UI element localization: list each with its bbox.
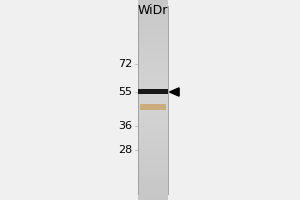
Bar bbox=[138, 47, 168, 50]
Bar bbox=[138, 165, 168, 168]
Bar bbox=[138, 58, 168, 60]
Bar bbox=[138, 40, 168, 43]
Bar bbox=[138, 158, 168, 160]
Bar bbox=[138, 2, 168, 5]
Bar bbox=[138, 12, 168, 15]
Bar bbox=[138, 120, 168, 122]
Bar bbox=[138, 135, 168, 138]
Bar bbox=[138, 138, 168, 140]
Bar bbox=[138, 62, 168, 65]
Bar bbox=[140, 104, 166, 110]
Bar bbox=[138, 75, 168, 77]
Bar bbox=[138, 95, 168, 98]
Bar bbox=[138, 85, 168, 88]
Bar bbox=[138, 52, 168, 55]
Bar bbox=[138, 178, 168, 180]
Bar bbox=[138, 160, 168, 162]
Bar bbox=[138, 192, 168, 195]
Bar bbox=[138, 100, 168, 102]
Bar bbox=[138, 10, 168, 12]
Bar bbox=[138, 20, 168, 22]
Bar bbox=[138, 162, 168, 165]
Text: 28: 28 bbox=[118, 145, 132, 155]
Bar bbox=[138, 182, 168, 185]
Bar bbox=[138, 140, 168, 142]
Bar bbox=[138, 198, 168, 200]
Bar bbox=[138, 27, 168, 30]
Bar bbox=[138, 30, 168, 32]
Bar bbox=[138, 82, 168, 85]
Bar bbox=[138, 45, 168, 47]
Bar bbox=[138, 155, 168, 158]
Bar bbox=[138, 60, 168, 62]
Bar bbox=[138, 122, 168, 125]
Bar bbox=[138, 115, 168, 117]
Bar bbox=[138, 180, 168, 182]
Bar bbox=[138, 73, 168, 75]
Text: 36: 36 bbox=[118, 121, 132, 131]
Bar bbox=[138, 70, 168, 73]
Text: 55: 55 bbox=[118, 87, 132, 97]
Bar bbox=[138, 142, 168, 145]
Bar bbox=[138, 110, 168, 112]
Bar bbox=[138, 89, 168, 94]
Bar bbox=[138, 190, 168, 192]
Bar bbox=[138, 43, 168, 45]
Bar bbox=[138, 38, 168, 40]
Bar bbox=[138, 32, 168, 35]
Bar bbox=[138, 65, 168, 68]
Bar bbox=[138, 15, 168, 18]
Bar bbox=[138, 22, 168, 25]
Bar bbox=[138, 102, 168, 105]
Bar bbox=[138, 0, 168, 2]
Bar bbox=[138, 152, 168, 155]
Bar bbox=[138, 77, 168, 80]
Bar bbox=[138, 105, 168, 108]
Bar bbox=[138, 128, 168, 130]
Bar bbox=[138, 112, 168, 115]
Bar bbox=[138, 125, 168, 128]
Bar bbox=[138, 90, 168, 92]
Bar bbox=[138, 92, 168, 95]
Bar bbox=[138, 185, 168, 188]
Bar bbox=[138, 25, 168, 27]
Bar bbox=[138, 98, 168, 100]
Bar bbox=[138, 68, 168, 70]
Bar bbox=[138, 108, 168, 110]
Bar bbox=[138, 88, 168, 90]
Bar bbox=[138, 5, 168, 7]
Bar bbox=[138, 172, 168, 175]
Bar bbox=[138, 145, 168, 148]
Bar bbox=[138, 170, 168, 172]
Bar bbox=[138, 195, 168, 198]
Polygon shape bbox=[169, 88, 179, 96]
Bar bbox=[138, 55, 168, 58]
Bar bbox=[138, 7, 168, 10]
Bar bbox=[138, 168, 168, 170]
Bar bbox=[138, 118, 168, 120]
Text: 72: 72 bbox=[118, 59, 132, 69]
Bar bbox=[138, 130, 168, 132]
Bar bbox=[138, 148, 168, 150]
Bar bbox=[138, 132, 168, 135]
Bar bbox=[138, 80, 168, 82]
Bar bbox=[138, 188, 168, 190]
Bar bbox=[138, 175, 168, 178]
Bar bbox=[138, 35, 168, 38]
Bar bbox=[138, 50, 168, 52]
Text: WiDr: WiDr bbox=[138, 3, 168, 17]
Bar bbox=[138, 18, 168, 20]
Bar bbox=[138, 150, 168, 152]
